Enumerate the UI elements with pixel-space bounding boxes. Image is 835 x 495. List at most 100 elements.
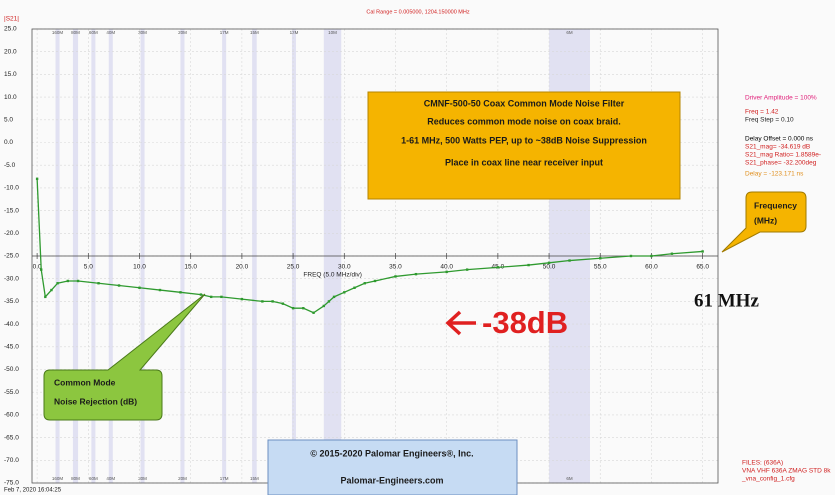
status-panel: Driver Amplitude = 100% Freq = 1.42 Freq… — [745, 95, 821, 178]
x-tick-label: 5.0 — [84, 264, 93, 271]
rejection-callout: Common Mode Noise Rejection (dB) — [43, 293, 206, 421]
info-box-bg — [367, 91, 681, 200]
grid-layer: 25.0 20.0 15.0 10.0 5.0 0.0 -5.0 -10.0 -15.0 -20.… — [4, 26, 718, 487]
y-tick-label: -10.0 — [4, 185, 19, 192]
x-axis-label: FREQ (5.0 MHz/div) — [303, 272, 362, 279]
data-point — [414, 272, 418, 276]
timestamp: Feb 7, 2020 16:04:25 — [4, 488, 62, 494]
data-point — [445, 270, 448, 274]
callout-text: (MHz) — [754, 215, 777, 225]
band-label: 160M — [52, 30, 64, 35]
x-tick-label: 35.0 — [389, 264, 402, 271]
data-point — [66, 279, 70, 283]
copyright-box: © 2015-2020 Palomar Engineers®, Inc. Pal… — [267, 439, 518, 495]
chart-title: Cal Range = 0.005000, 1204.150000 MHz — [366, 9, 469, 15]
panel-text: Delay = -123.171 ns — [745, 171, 804, 178]
data-point — [527, 263, 530, 267]
data-point — [547, 261, 551, 265]
data-point — [599, 257, 602, 260]
suppression-label: -38dB — [482, 305, 568, 340]
y-tick-label: -40.0 — [4, 321, 19, 328]
x-tick-label: 0.0 — [33, 264, 42, 271]
data-point — [179, 291, 182, 294]
band-label: 80M — [71, 30, 80, 35]
y-tick-label: 10.0 — [4, 94, 17, 101]
y-tick-label: 5.0 — [4, 117, 13, 124]
copyright-text: © 2015-2020 Palomar Engineers®, Inc. — [310, 448, 473, 458]
x-tick-label: 55.0 — [594, 264, 607, 271]
band-label: 60M — [89, 476, 98, 481]
data-point — [281, 302, 285, 305]
data-point — [496, 266, 500, 269]
data-point — [271, 300, 274, 303]
data-point — [302, 307, 305, 310]
y-tick-label: -30.0 — [4, 275, 19, 282]
data-point — [76, 279, 80, 283]
panel-text: S21_mag= -34.619 dB — [745, 144, 810, 151]
y-tick-label: -60.0 — [4, 412, 19, 419]
y-tick-label: -50.0 — [4, 366, 19, 373]
data-point — [327, 300, 331, 303]
band-label: 6M — [566, 476, 573, 481]
files-text: VNA VHF 636A ZMAG STD 8k — [742, 468, 831, 475]
data-point — [312, 311, 315, 314]
y-tick-label: 25.0 — [4, 26, 17, 33]
band-label: 20M — [178, 30, 187, 35]
plot-layer — [35, 177, 704, 314]
data-point — [343, 291, 346, 294]
panel-text: Delay Offset = 0.000 ns — [745, 136, 814, 143]
band-label: 10M — [328, 30, 337, 35]
data-point — [465, 268, 469, 271]
data-point — [50, 288, 53, 292]
data-point — [199, 293, 203, 296]
band-label: 30M — [138, 30, 147, 35]
data-point — [220, 295, 223, 299]
frequency-callout: Frequency (MHz) — [721, 191, 807, 253]
panel-text: S21_mag Ratio= 1.8589e- — [745, 152, 821, 159]
x-tick-label: 30.0 — [338, 264, 351, 271]
data-point — [322, 304, 326, 308]
x-tick-label: 20.0 — [236, 264, 249, 271]
y-tick-label: -35.0 — [4, 298, 19, 305]
x-tick-label: 10.0 — [133, 264, 146, 271]
y-tick-label: -20.0 — [4, 230, 19, 237]
band-label: 12M — [290, 30, 299, 35]
info-text: CMNF-500-50 Coax Common Mode Noise Filte… — [424, 98, 625, 108]
files-panel: FILES: (636A) VNA VHF 636A ZMAG STD 8k _… — [741, 460, 831, 483]
suppression-note: -38dB — [445, 305, 568, 340]
callout-shape — [721, 191, 807, 253]
band-label: 17M — [220, 30, 229, 35]
x-tick-label: 65.0 — [696, 264, 709, 271]
x-tick-label: 15.0 — [184, 264, 197, 271]
files-text: FILES: (636A) — [742, 460, 783, 467]
data-point — [353, 286, 356, 289]
data-point — [701, 250, 704, 253]
copyright-bg — [267, 439, 518, 495]
callout-text: Noise Rejection (dB) — [54, 396, 137, 406]
data-point — [44, 295, 47, 299]
data-point — [568, 259, 571, 262]
y-tick-label: 0.0 — [4, 139, 13, 146]
y-tick-label: -75.0 — [4, 480, 19, 487]
x-tick-label: 40.0 — [440, 264, 453, 271]
data-point — [670, 252, 674, 255]
panel-text: Driver Amplitude = 100% — [745, 95, 817, 102]
data-point — [40, 268, 43, 271]
data-line — [36, 178, 703, 314]
panel-text: Freq Step = 0.10 — [745, 117, 794, 124]
x-tick-label: 50.0 — [543, 264, 556, 271]
band-label: 15M — [250, 476, 259, 481]
data-point — [394, 275, 397, 278]
y-axis-label: |S21| — [4, 16, 19, 23]
band-label: 80M — [71, 476, 80, 481]
data-point — [56, 282, 59, 285]
arrow — [445, 310, 476, 336]
data-point — [629, 254, 633, 258]
info-text: 1-61 MHz, 500 Watts PEP, up to ~38dB Noi… — [401, 135, 647, 145]
panel-text: S21_phase= -32.200deg — [745, 160, 817, 167]
data-point — [117, 284, 121, 287]
band-label: 30M — [138, 476, 147, 481]
data-point — [291, 307, 295, 310]
y-tick-label: -65.0 — [4, 434, 19, 441]
